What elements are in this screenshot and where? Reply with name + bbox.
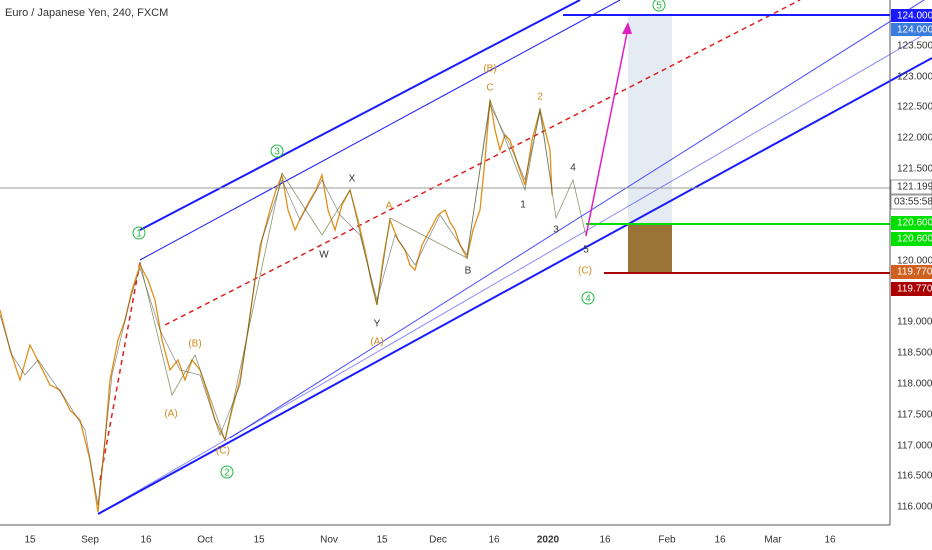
price-tag: 124.000 xyxy=(897,11,932,22)
median-line xyxy=(164,0,801,326)
time-label: 15 xyxy=(24,535,36,546)
time-label: 15 xyxy=(376,535,388,546)
wave-label: (A) xyxy=(164,409,177,420)
time-label: Feb xyxy=(658,535,676,546)
price-label: 120.000 xyxy=(897,256,932,267)
wave-circle xyxy=(270,144,284,158)
price-label: 117.500 xyxy=(897,410,932,421)
arrow-head xyxy=(622,22,632,34)
price-path xyxy=(0,99,553,513)
tag-bg xyxy=(890,194,932,210)
time-axis: 15 Sep 16 Oct 15 Nov 15 Dec 16 2020 16 Feb 16 Mar 16 xyxy=(24,535,836,546)
price-label: 123.000 xyxy=(897,72,932,83)
time-label: Oct xyxy=(197,535,213,546)
price-label: 119.000 xyxy=(897,317,932,328)
wave-circle xyxy=(581,291,595,305)
time-label: Sep xyxy=(81,535,99,546)
time-label: 15 xyxy=(253,535,265,546)
wave-circle xyxy=(220,465,234,479)
wave-circle xyxy=(652,0,666,12)
time-label: 2020 xyxy=(537,535,560,546)
time-label: 16 xyxy=(824,535,836,546)
price-label: 122.500 xyxy=(897,102,932,113)
tag-bg xyxy=(891,282,932,296)
wave-label: 4 xyxy=(585,294,591,305)
wave-label: 3 xyxy=(274,147,280,158)
price-label: 116.500 xyxy=(897,471,932,482)
time-label: 16 xyxy=(714,535,726,546)
wave-label: (A) xyxy=(370,337,383,348)
channel-inner-low xyxy=(229,0,926,439)
countdown: 03:55:58 xyxy=(894,197,932,208)
tag-bg xyxy=(890,179,932,195)
price-label: 121.500 xyxy=(897,164,932,175)
price-axis: 123.500 123.000 122.500 122.000 121.500 120.0… xyxy=(897,41,932,513)
channels xyxy=(97,0,932,515)
wave-label: W xyxy=(319,250,329,261)
projection-arrow xyxy=(585,27,629,237)
time-label: Dec xyxy=(429,535,447,546)
time-label: 16 xyxy=(488,535,500,546)
price-label: 118.000 xyxy=(897,379,932,390)
wave-label: 2 xyxy=(224,468,230,479)
price-path-dark xyxy=(0,103,553,506)
wave-labels: 1 2 3 4 5 (A) (B) (C) W X Y (A) A B (B) C 2 1 3 4 5 (C) xyxy=(132,0,666,479)
wave-label: 5 xyxy=(656,1,662,12)
median-start xyxy=(99,261,141,481)
wave-lines xyxy=(139,98,587,442)
wave-label: 3 xyxy=(553,225,559,236)
price-label: 123.500 xyxy=(897,41,932,52)
price-tag: 120.600 xyxy=(897,218,932,229)
wave-label: 4 xyxy=(570,163,576,174)
title: Euro / Japanese Yen, 240, FXCM xyxy=(5,7,168,19)
wave-label: 2 xyxy=(537,92,543,103)
loss-zone xyxy=(628,224,672,273)
wave-label: (C) xyxy=(216,446,230,457)
time-label: Mar xyxy=(764,535,782,546)
channel-inner xyxy=(139,0,621,261)
price-tag: 119.770 xyxy=(897,284,932,295)
time-label: 16 xyxy=(140,535,152,546)
time-label: 16 xyxy=(599,535,611,546)
channel-lower xyxy=(97,57,932,515)
price-tag: 120.600 xyxy=(897,234,932,245)
price-label: 117.000 xyxy=(897,441,932,452)
tag-bg xyxy=(891,216,932,230)
price-tag: 121.199 xyxy=(897,182,932,193)
wave-label: (B) xyxy=(483,64,496,75)
wave-label: Y xyxy=(374,319,381,330)
wave-label: C xyxy=(486,83,493,94)
wave-label: A xyxy=(386,201,393,212)
wave-label: (B) xyxy=(188,339,201,350)
tag-bg xyxy=(891,265,932,279)
price-label: 116.000 xyxy=(897,502,932,513)
wave-circle xyxy=(132,226,146,240)
price-label: 122.000 xyxy=(897,133,932,144)
price-label: 118.500 xyxy=(897,348,932,359)
wave-label: 1 xyxy=(520,200,526,211)
tag-bg xyxy=(891,232,932,246)
wave-label: 5 xyxy=(583,245,589,256)
profit-zone xyxy=(628,15,672,224)
time-label: Nov xyxy=(320,535,338,546)
wave-label: (C) xyxy=(578,266,592,277)
channel-upper xyxy=(139,0,581,231)
tag-bg xyxy=(891,9,932,22)
wave-label: B xyxy=(465,266,472,277)
tag-bg xyxy=(891,23,932,36)
channel-inner-2 xyxy=(97,29,932,515)
price-tag: 124.000 xyxy=(897,25,932,36)
wave-label: X xyxy=(349,174,356,185)
price-tag: 119.770 xyxy=(897,267,932,278)
wave-label: 1 xyxy=(136,229,142,240)
